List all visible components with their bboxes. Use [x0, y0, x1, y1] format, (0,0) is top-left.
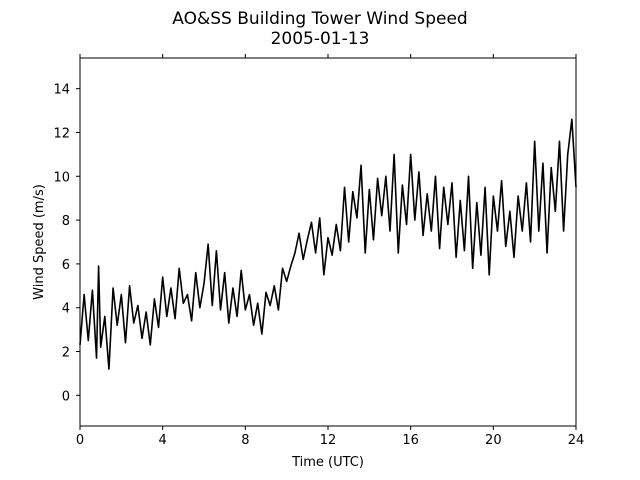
x-tick-label: 12: [320, 433, 337, 448]
y-tick-label: 12: [53, 126, 70, 141]
x-tick-label: 20: [485, 433, 502, 448]
x-tick-label: 24: [568, 433, 585, 448]
y-tick-label: 0: [62, 389, 70, 404]
x-tick-label: 8: [241, 433, 249, 448]
x-axis-label: Time (UTC): [291, 455, 364, 470]
x-axis-ticks: 0 4 8 12 16 20 24: [76, 54, 584, 448]
x-tick-label: 0: [76, 433, 84, 448]
x-tick-label: 16: [402, 433, 419, 448]
y-axis-ticks: 0 2 4 6 8 10 12 14: [53, 83, 80, 404]
y-tick-label: 6: [62, 258, 70, 273]
x-tick-label: 4: [159, 433, 167, 448]
y-tick-label: 10: [53, 170, 70, 185]
y-tick-label: 2: [62, 346, 70, 361]
y-tick-label: 4: [62, 302, 70, 317]
plot-frame: [79, 57, 577, 427]
y-tick-label: 14: [53, 83, 70, 98]
y-axis-label: Wind Speed (m/s): [32, 184, 47, 300]
chart-title: AO&SS Building Tower Wind Speed: [172, 9, 467, 29]
series-line: [79, 118, 577, 370]
y-tick-label: 8: [62, 214, 70, 229]
chart-subtitle: 2005-01-13: [271, 29, 370, 49]
